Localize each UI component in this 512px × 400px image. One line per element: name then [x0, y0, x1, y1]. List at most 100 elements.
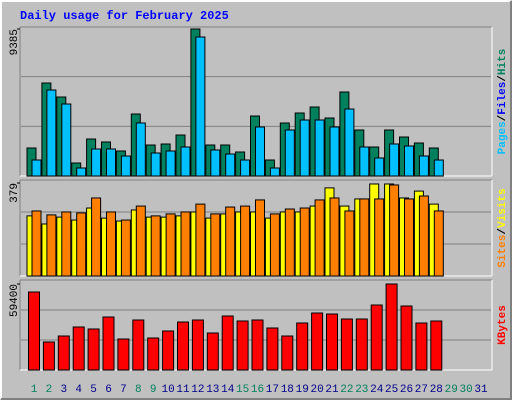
x-tick-label: 12: [191, 384, 204, 396]
bar: [344, 210, 355, 277]
legend-entry: Pages: [497, 121, 509, 154]
x-tick-label: 27: [415, 384, 428, 396]
legend: Sites/Visits: [497, 188, 509, 267]
bar: [415, 322, 428, 371]
bar: [404, 198, 414, 277]
bar: [87, 328, 100, 371]
bar: [221, 315, 234, 371]
legend: Pages/Files/Hits: [497, 49, 509, 155]
bar: [117, 338, 130, 371]
bar: [210, 213, 221, 277]
x-tick-label: 1: [31, 384, 38, 396]
bar: [191, 319, 204, 371]
x-tick-label: 14: [221, 384, 235, 396]
x-tick-label: 29: [445, 384, 458, 396]
x-tick-label: 13: [206, 384, 219, 396]
bar: [284, 208, 295, 277]
bar: [150, 215, 161, 277]
bar: [195, 203, 206, 277]
x-tick-label: 4: [75, 384, 82, 396]
bar: [340, 318, 353, 371]
bar: [433, 159, 444, 177]
bar: [255, 199, 265, 277]
bar: [132, 319, 145, 371]
bar: [329, 197, 340, 277]
bar: [31, 210, 42, 277]
x-tick-label: 31: [474, 384, 488, 396]
legend-entry: KBytes: [497, 305, 509, 345]
bar: [165, 150, 176, 177]
legend: KBytes: [497, 305, 509, 345]
legend-separator: /: [497, 75, 509, 82]
bar: [206, 332, 219, 371]
bar: [76, 212, 87, 277]
bar: [404, 145, 414, 177]
bar: [240, 159, 251, 177]
bar: [281, 335, 294, 371]
bar: [296, 322, 309, 371]
x-tick-label: 20: [310, 384, 323, 396]
bar: [389, 143, 400, 177]
bar: [46, 214, 57, 277]
bar: [374, 198, 385, 277]
x-tick-label: 10: [161, 384, 174, 396]
bar: [251, 319, 264, 371]
y-tick-label: 379: [9, 183, 21, 203]
bar: [385, 283, 398, 371]
x-tick-label: 25: [385, 384, 398, 396]
bar: [106, 211, 116, 277]
x-tick-label: 5: [90, 384, 97, 396]
x-tick-label: 11: [176, 384, 190, 396]
bar: [102, 316, 115, 371]
bar: [299, 207, 310, 277]
bar: [162, 330, 175, 371]
bar: [180, 146, 191, 177]
bar: [106, 148, 116, 177]
bar: [150, 152, 161, 177]
x-tick-label: 3: [60, 384, 67, 396]
bar: [266, 327, 279, 371]
bar: [433, 210, 444, 277]
bar: [147, 337, 160, 371]
bar: [430, 320, 443, 371]
legend-entry: Hits: [497, 49, 509, 75]
x-tick-label: 21: [325, 384, 339, 396]
bar: [418, 195, 429, 277]
bar: [326, 313, 338, 371]
bar: [120, 219, 131, 277]
bar: [311, 312, 324, 371]
legend-separator: /: [497, 228, 509, 235]
bar: [61, 103, 72, 177]
bar: [91, 197, 102, 277]
bar: [269, 167, 280, 177]
bar: [76, 167, 87, 177]
x-tick-label: 24: [370, 384, 384, 396]
bar: [210, 149, 221, 177]
bar: [135, 122, 146, 177]
x-tick-label: 28: [430, 384, 443, 396]
bar: [177, 321, 189, 371]
bar: [299, 119, 310, 177]
bar: [225, 206, 236, 277]
x-tick-label: 7: [120, 384, 127, 396]
bar: [225, 153, 236, 177]
x-tick-label: 6: [105, 384, 112, 396]
bar: [42, 341, 55, 371]
bar: [195, 36, 206, 177]
bar: [28, 291, 40, 371]
x-tick-label: 15: [236, 384, 249, 396]
x-tick-label: 17: [266, 384, 279, 396]
x-tick-label: 22: [340, 384, 353, 396]
bar: [61, 211, 72, 277]
x-tick-label: 8: [135, 384, 142, 396]
bar: [165, 213, 176, 277]
bar: [255, 126, 265, 177]
bar: [180, 211, 191, 277]
legend-entry: Files: [497, 82, 509, 115]
x-tick-label: 19: [296, 384, 309, 396]
bar: [91, 148, 102, 177]
bar: [374, 157, 385, 177]
